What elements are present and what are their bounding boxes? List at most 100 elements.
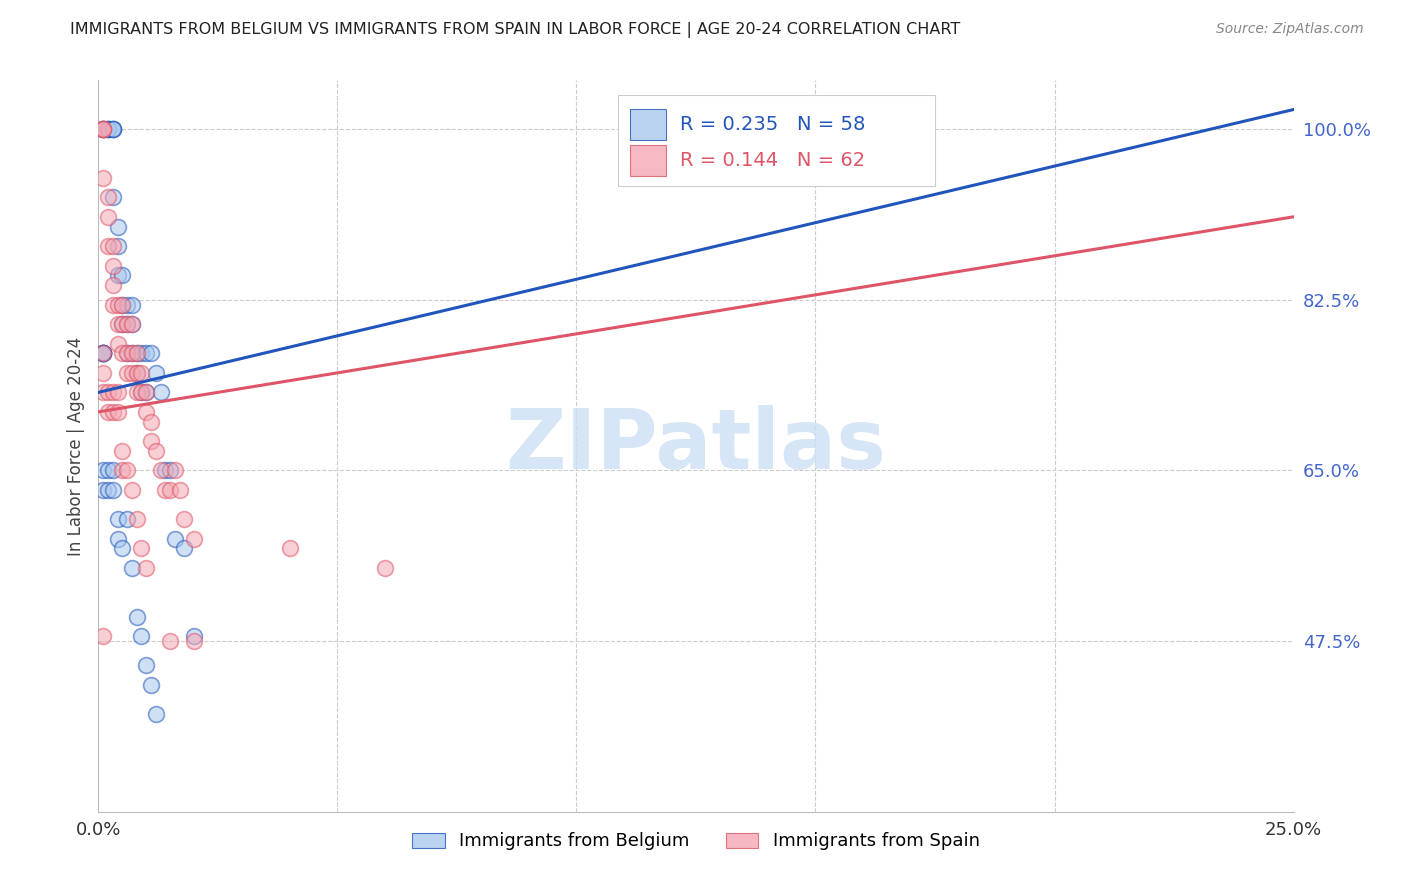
Point [107, 336, 129, 351]
Text: Source: ZipAtlas.com: Source: ZipAtlas.com [1216, 22, 1364, 37]
Point [139, 415, 162, 429]
Point [115, 366, 138, 380]
Point [111, 443, 134, 458]
Point [135, 561, 157, 575]
Point [91, 122, 114, 136]
Point [91, 346, 114, 360]
Point [97, 122, 120, 136]
Point [91, 463, 114, 477]
Point [101, 239, 124, 253]
Point [107, 385, 129, 400]
Legend: Immigrants from Belgium, Immigrants from Spain: Immigrants from Belgium, Immigrants from… [405, 825, 987, 857]
FancyBboxPatch shape [630, 109, 666, 139]
Text: R = 0.235   N = 58: R = 0.235 N = 58 [681, 115, 866, 134]
FancyBboxPatch shape [630, 145, 666, 176]
Point [111, 317, 134, 331]
Point [97, 463, 120, 477]
Point [125, 512, 148, 526]
Point [91, 122, 114, 136]
Point [131, 541, 153, 556]
Point [139, 346, 162, 360]
Point [125, 385, 148, 400]
Point [183, 532, 205, 546]
Point [111, 317, 134, 331]
Point [107, 512, 129, 526]
Point [101, 122, 124, 136]
Point [121, 483, 143, 497]
Point [115, 317, 138, 331]
Point [91, 122, 114, 136]
Point [101, 278, 124, 293]
Point [97, 122, 120, 136]
Point [121, 346, 143, 360]
Point [111, 268, 134, 283]
Point [91, 122, 114, 136]
Point [101, 297, 124, 311]
Point [111, 463, 134, 477]
Point [374, 561, 396, 575]
Point [91, 366, 114, 380]
Point [135, 658, 157, 673]
Point [101, 259, 124, 273]
Point [159, 634, 181, 648]
FancyBboxPatch shape [619, 95, 935, 186]
Point [101, 385, 124, 400]
Point [101, 463, 124, 477]
Point [97, 190, 120, 204]
Point [145, 366, 167, 380]
Point [145, 707, 167, 722]
Point [121, 561, 143, 575]
Point [131, 366, 153, 380]
Point [125, 346, 148, 360]
Point [115, 346, 138, 360]
Point [145, 443, 167, 458]
Point [107, 405, 129, 419]
Point [91, 346, 114, 360]
Point [101, 483, 124, 497]
Point [91, 346, 114, 360]
Point [125, 366, 148, 380]
Point [107, 297, 129, 311]
Point [97, 122, 120, 136]
Text: R = 0.144   N = 62: R = 0.144 N = 62 [681, 152, 866, 170]
Text: IMMIGRANTS FROM BELGIUM VS IMMIGRANTS FROM SPAIN IN LABOR FORCE | AGE 20-24 CORR: IMMIGRANTS FROM BELGIUM VS IMMIGRANTS FR… [70, 22, 960, 38]
Point [97, 385, 120, 400]
Point [111, 297, 134, 311]
Point [91, 385, 114, 400]
Point [107, 239, 129, 253]
Point [131, 385, 153, 400]
Point [125, 346, 148, 360]
Point [91, 122, 114, 136]
Point [91, 346, 114, 360]
Point [101, 122, 124, 136]
Point [91, 170, 114, 185]
Y-axis label: In Labor Force | Age 20-24: In Labor Force | Age 20-24 [66, 336, 84, 556]
Point [111, 297, 134, 311]
Point [828, 122, 851, 136]
Point [131, 385, 153, 400]
Point [131, 346, 153, 360]
Point [97, 483, 120, 497]
Point [149, 385, 172, 400]
Point [91, 483, 114, 497]
Point [91, 122, 114, 136]
Point [131, 629, 153, 643]
Point [139, 434, 162, 449]
Point [111, 541, 134, 556]
Point [149, 463, 172, 477]
Point [135, 346, 157, 360]
Point [115, 346, 138, 360]
Point [163, 463, 186, 477]
Point [97, 210, 120, 224]
Point [97, 405, 120, 419]
Point [159, 463, 181, 477]
Point [115, 297, 138, 311]
Point [121, 317, 143, 331]
Point [278, 541, 301, 556]
Point [183, 634, 205, 648]
Point [135, 405, 157, 419]
Point [125, 609, 148, 624]
Point [121, 366, 143, 380]
Point [115, 317, 138, 331]
Point [115, 512, 138, 526]
